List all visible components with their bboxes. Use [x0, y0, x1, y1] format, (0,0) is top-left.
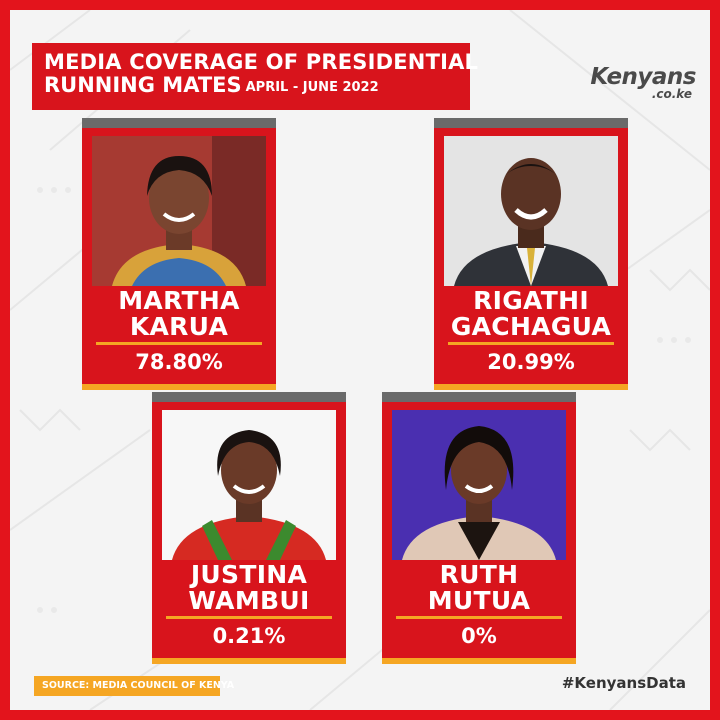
divider-rule [166, 616, 332, 619]
card-martha-karua: MARTHA KARUA 78.80% [82, 118, 276, 390]
card-body: MARTHA KARUA 78.80% [82, 128, 276, 384]
title-running-mates: RUNNING MATES [44, 73, 242, 97]
card-rigathi-gachagua: RIGATHI GACHAGUA 20.99% [434, 118, 628, 390]
card-top-bar [382, 392, 576, 402]
coverage-value: 0% [461, 624, 497, 648]
card-body: RUTH MUTUA 0% [382, 402, 576, 658]
candidate-name: MARTHA KARUA [82, 288, 276, 340]
title-line-2: RUNNING MATES APRIL - JUNE 2022 [44, 74, 470, 99]
card-body: RIGATHI GACHAGUA 20.99% [434, 128, 628, 384]
candidate-name: JUSTINA WAMBUI [152, 562, 346, 614]
card-body: JUSTINA WAMBUI 0.21% [152, 402, 346, 658]
name-line-1: JUSTINA [190, 560, 308, 589]
name-line-1: MARTHA [118, 286, 240, 315]
background-pattern [10, 10, 710, 710]
divider-rule [396, 616, 562, 619]
name-line-2: GACHAGUA [450, 312, 612, 341]
portrait-photo [444, 136, 618, 286]
title-subtitle: APRIL - JUNE 2022 [245, 80, 379, 95]
coverage-value: 78.80% [135, 350, 223, 374]
card-bottom-bar [382, 658, 576, 664]
divider-rule [448, 342, 614, 345]
coverage-value: 0.21% [212, 624, 286, 648]
card-bottom-bar [82, 384, 276, 390]
card-top-bar [434, 118, 628, 128]
card-top-bar [82, 118, 276, 128]
candidate-name: RUTH MUTUA [382, 562, 576, 614]
candidate-name: RIGATHI GACHAGUA [434, 288, 628, 340]
title-box: MEDIA COVERAGE OF PRESIDENTIAL RUNNING M… [32, 43, 479, 110]
kenyans-logo: Kenyans .co.ke [586, 66, 696, 106]
hashtag-label: #KenyansData [561, 674, 686, 692]
card-bottom-bar [152, 658, 346, 664]
title-line-1: MEDIA COVERAGE OF PRESIDENTIAL [44, 50, 479, 74]
card-bottom-bar [434, 384, 628, 390]
coverage-value: 20.99% [487, 350, 575, 374]
source-label: SOURCE: MEDIA COUNCIL OF KENYA [34, 676, 234, 696]
portrait-photo [92, 136, 266, 286]
card-top-bar [152, 392, 346, 402]
infographic-canvas: MEDIA COVERAGE OF PRESIDENTIAL RUNNING M… [10, 10, 710, 710]
name-line-1: RUTH [439, 560, 519, 589]
name-line-1: RIGATHI [473, 286, 589, 315]
name-line-2: WAMBUI [188, 586, 310, 615]
logo-main-text: Kenyans [590, 64, 696, 90]
name-line-2: MUTUA [427, 586, 531, 615]
portrait-photo [162, 410, 336, 560]
divider-rule [96, 342, 262, 345]
logo-sub-text: .co.ke [651, 87, 692, 101]
card-ruth-mutua: RUTH MUTUA 0% [382, 392, 576, 664]
portrait-photo [392, 410, 566, 560]
name-line-2: KARUA [129, 312, 229, 341]
card-justina-wambui: JUSTINA WAMBUI 0.21% [152, 392, 346, 664]
